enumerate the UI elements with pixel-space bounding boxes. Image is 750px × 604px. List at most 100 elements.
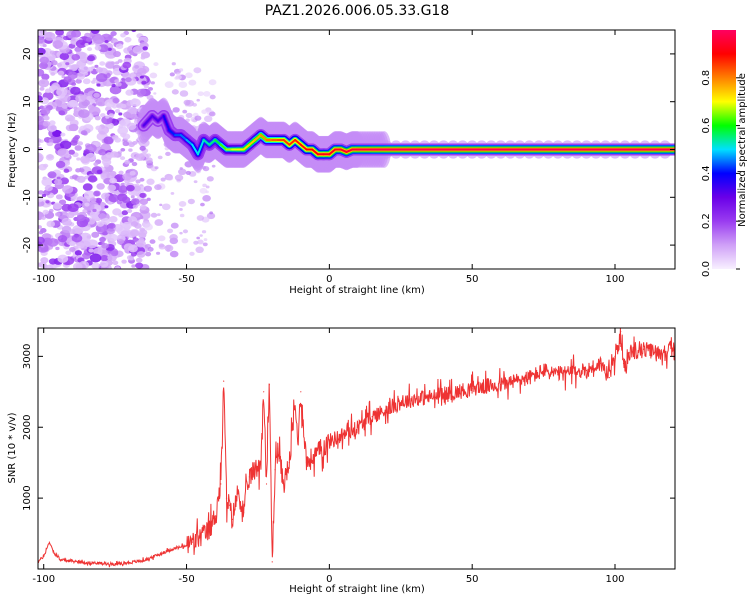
noise-blob xyxy=(48,138,54,143)
noise-blob xyxy=(60,177,70,185)
noise-blob xyxy=(46,220,56,228)
snr-point xyxy=(314,454,316,457)
noise-blob xyxy=(146,178,155,185)
snr-point xyxy=(85,562,88,564)
noise-blob xyxy=(38,106,41,111)
noise-blob xyxy=(68,99,79,107)
noise-blob xyxy=(95,97,108,107)
noise-blob xyxy=(100,217,110,225)
noise-blob xyxy=(105,115,110,119)
noise-blob xyxy=(122,173,132,181)
snr-point xyxy=(614,355,616,357)
noise-blob xyxy=(108,215,118,223)
noise-blob xyxy=(123,111,132,119)
noise-blob xyxy=(199,187,208,194)
noise-blob xyxy=(62,185,74,194)
spectrogram-y-label: Frequency (Hz) xyxy=(7,112,18,188)
spectrogram-ridge xyxy=(136,97,675,173)
ridge-segment xyxy=(191,143,199,156)
colorbar-label: Normalized spectral amplitude xyxy=(737,73,748,227)
snr-point xyxy=(608,377,610,379)
noise-blob xyxy=(77,141,84,146)
snr-point xyxy=(617,348,619,350)
noise-blob xyxy=(203,115,213,123)
snr-point xyxy=(248,476,250,478)
ridge-segment xyxy=(162,115,171,132)
noise-blob xyxy=(170,191,175,195)
snr-point xyxy=(71,560,73,562)
snr-point xyxy=(191,541,193,543)
noise-blob xyxy=(130,251,137,257)
snr-point xyxy=(357,426,359,428)
noise-blob xyxy=(48,120,56,126)
colorbar-tick-label: 0.8 xyxy=(701,70,712,86)
noise-blob xyxy=(135,153,145,161)
noise-blob xyxy=(143,185,153,192)
noise-blob xyxy=(96,183,105,190)
noise-blob xyxy=(82,78,91,85)
noise-blob xyxy=(74,46,82,53)
noise-blob xyxy=(139,177,145,182)
noise-blob xyxy=(38,47,46,56)
snr-point xyxy=(622,362,625,365)
snr-point xyxy=(60,559,62,561)
ridge-segment xyxy=(196,138,205,156)
snr-point xyxy=(200,536,202,538)
noise-blob xyxy=(188,79,197,86)
noise-blob xyxy=(153,62,159,67)
noise-blob xyxy=(93,162,99,167)
noise-blob xyxy=(125,77,132,83)
noise-blob xyxy=(206,212,216,220)
noise-blob xyxy=(114,137,122,143)
ridge-segment xyxy=(202,138,211,146)
snr-point xyxy=(283,483,285,485)
colorbar-ticks: 0.0 0.2 0.4 0.6 0.8 xyxy=(701,70,740,277)
noise-blob xyxy=(94,115,101,121)
noise-blob xyxy=(43,115,50,121)
noise-blob xyxy=(43,31,56,41)
ridge-segment xyxy=(151,115,159,122)
noise-blob xyxy=(202,183,207,188)
noise-blob xyxy=(157,235,166,242)
noise-blob xyxy=(39,56,49,64)
noise-blob xyxy=(139,192,147,199)
noise-blob xyxy=(178,201,187,207)
noise-blob xyxy=(57,254,69,263)
noise-blob xyxy=(98,149,107,156)
ridge-segment xyxy=(179,134,188,141)
snr-point xyxy=(114,563,116,565)
noise-blob xyxy=(107,47,112,51)
ridge-segment xyxy=(214,138,222,146)
snr-point xyxy=(100,562,102,564)
noise-blob xyxy=(189,251,195,256)
snr-point xyxy=(128,562,131,564)
ridge-segment xyxy=(254,134,262,141)
noise-blob xyxy=(170,222,179,229)
noise-blob xyxy=(70,38,76,42)
noise-blob xyxy=(181,238,189,244)
snr-point xyxy=(642,348,645,350)
noise-blob xyxy=(185,112,193,119)
ridge-segment xyxy=(248,138,257,146)
noise-blob xyxy=(52,202,62,210)
noise-blob xyxy=(55,246,60,251)
ridge-segment xyxy=(339,148,348,153)
noise-blob xyxy=(64,114,74,122)
noise-blob xyxy=(70,197,76,202)
noise-blob xyxy=(130,229,140,237)
noise-blob xyxy=(132,204,138,209)
noise-blob xyxy=(58,110,66,116)
noise-blob xyxy=(75,168,81,173)
ridge-segment xyxy=(294,138,302,146)
noise-blob xyxy=(201,230,207,234)
noise-blob xyxy=(117,185,128,193)
noise-blob xyxy=(107,233,118,242)
snr-point xyxy=(620,330,622,333)
noise-blob xyxy=(111,250,119,257)
noise-blob xyxy=(164,81,174,89)
noise-blob xyxy=(48,258,57,265)
spectrogram-y-ticks: -20 -10 0 10 20 xyxy=(22,48,675,253)
noise-blob xyxy=(38,111,42,117)
noise-blob xyxy=(44,264,54,269)
noise-blob xyxy=(200,202,205,207)
